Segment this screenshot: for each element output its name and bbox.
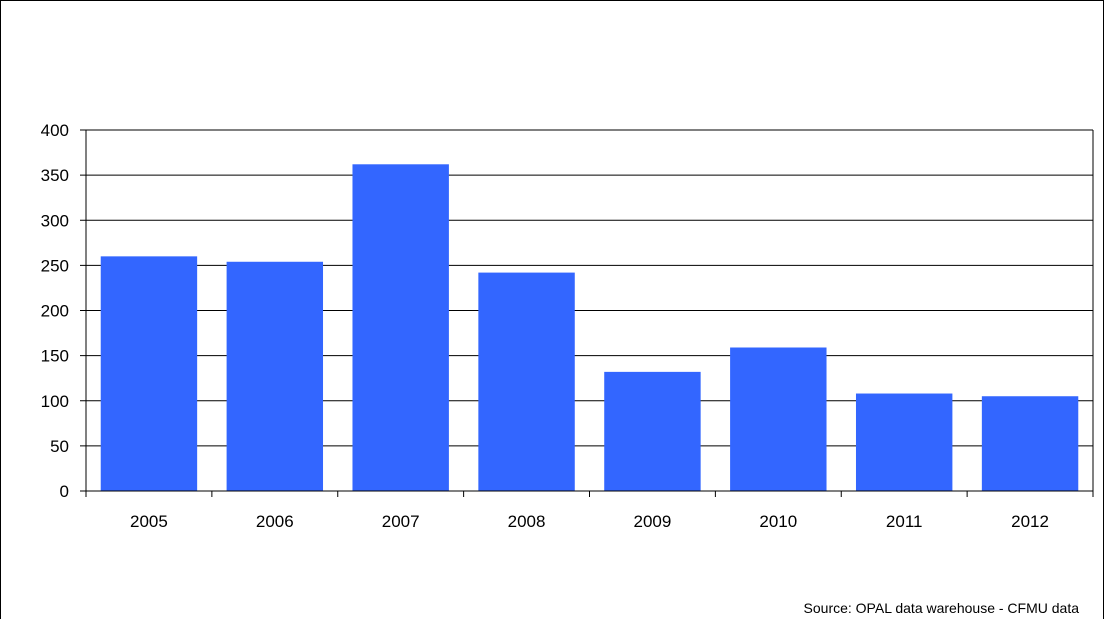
bar-2009 [604, 371, 701, 491]
y-tick-label: 300 [41, 211, 69, 230]
x-tick-label-2012: 2012 [1011, 512, 1049, 531]
y-tick-label: 200 [41, 302, 69, 321]
y-tick-label: 100 [41, 392, 69, 411]
y-axis-ticks: 0 50 100 150 200 250 300 350 400 [41, 121, 86, 501]
x-tick-label-2006: 2006 [256, 512, 294, 531]
bar-2010 [730, 347, 827, 491]
bar-2007 [352, 164, 449, 492]
bar-2012 [981, 396, 1079, 491]
x-tick-label-2010: 2010 [759, 512, 797, 531]
x-tick-label-2011: 2011 [886, 512, 923, 531]
bar-2006 [226, 261, 324, 491]
y-tick-label: 250 [41, 256, 69, 275]
bars [100, 164, 1079, 492]
x-tick-label-2007: 2007 [382, 512, 420, 531]
y-tick-label: 50 [50, 437, 69, 456]
y-tick-label: 350 [41, 166, 69, 185]
x-tick-label-2005: 2005 [130, 512, 168, 531]
y-tick-label: 0 [60, 482, 69, 501]
y-tick-label: 400 [41, 121, 69, 140]
x-tick-label-2008: 2008 [508, 512, 546, 531]
bar-2011 [855, 393, 953, 491]
y-tick-label: 150 [41, 347, 69, 366]
bar-2005 [100, 256, 198, 491]
x-tick-label-2009: 2009 [634, 512, 672, 531]
x-axis-ticks: 2005 2006 2007 2008 2009 2010 2011 2012 [85, 491, 1094, 531]
bar-2008 [478, 272, 575, 491]
source-annotation: Source: OPAL data warehouse - CFMU data [804, 600, 1080, 616]
